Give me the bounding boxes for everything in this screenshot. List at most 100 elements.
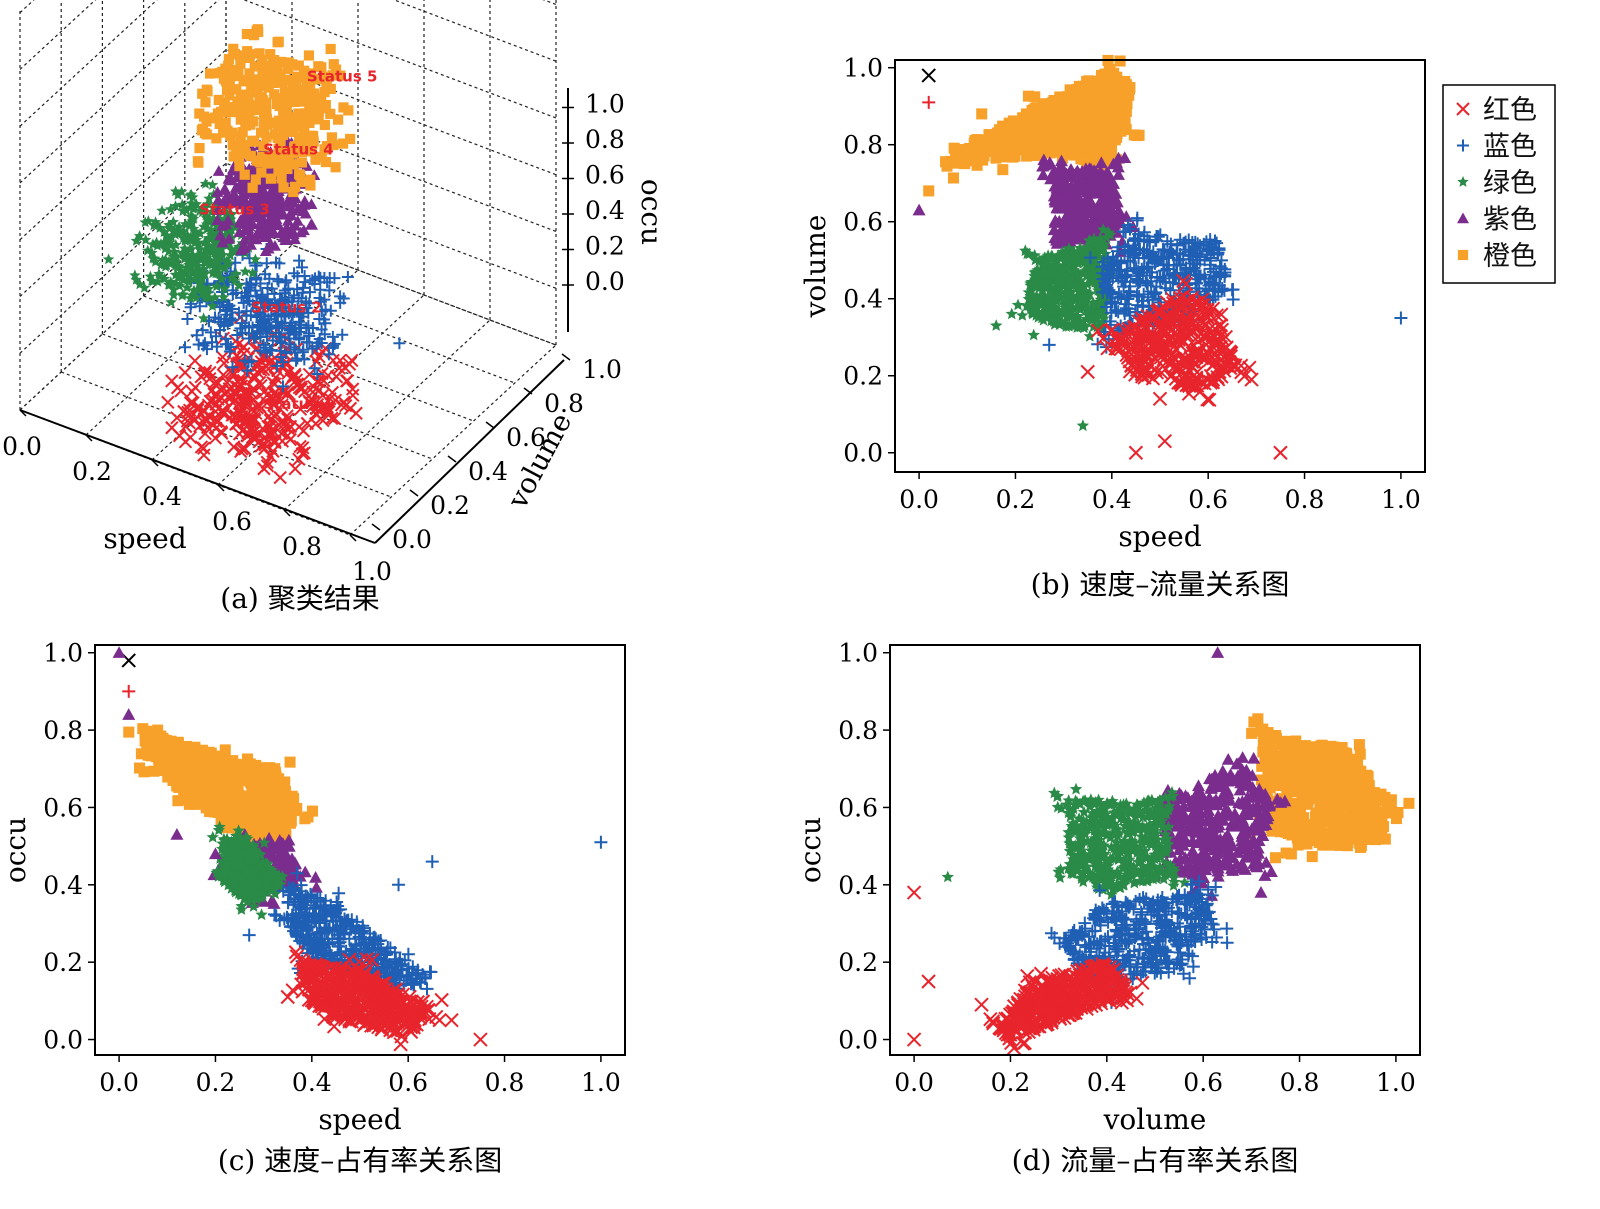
point-orange <box>256 762 267 773</box>
point-orange <box>1302 761 1313 772</box>
point-orange <box>283 812 294 823</box>
point-blue <box>332 887 345 900</box>
y-axis-label: volume <box>799 215 832 319</box>
point-orange <box>220 789 231 800</box>
point-orange <box>204 780 215 791</box>
point-orange <box>245 802 256 813</box>
panel-caption: (c) 速度–占有率关系图 <box>218 1144 502 1177</box>
outlier-point <box>122 708 135 720</box>
point-orange <box>1339 752 1350 763</box>
point-orange <box>207 794 218 805</box>
x-axis-label: speed <box>318 1103 401 1136</box>
point-orange <box>1065 84 1076 95</box>
point-orange <box>232 782 243 793</box>
point-orange <box>1356 807 1367 818</box>
y-tick-label: 0.2 <box>43 948 83 977</box>
point-orange <box>227 755 238 766</box>
point-orange <box>1077 101 1088 112</box>
point-orange <box>266 816 277 827</box>
outlier-point <box>990 319 1002 331</box>
point-orange <box>1054 145 1065 156</box>
point-orange <box>236 766 247 777</box>
point-orange <box>1076 82 1087 93</box>
y-tick-label: 0.0 <box>843 439 883 468</box>
point-orange <box>1099 80 1110 91</box>
point-orange <box>1031 113 1042 124</box>
y-tick-label: 1.0 <box>43 639 83 668</box>
point-orange <box>1290 771 1301 782</box>
point-orange <box>1296 833 1307 844</box>
point-orange <box>1326 768 1337 779</box>
point-orange <box>1070 148 1081 159</box>
point-orange <box>1248 716 1259 727</box>
outlier-point <box>122 685 135 698</box>
point-orange <box>177 742 188 753</box>
point-orange <box>1036 139 1047 150</box>
point-orange <box>1050 132 1061 143</box>
point-orange <box>1386 794 1397 805</box>
y-axis-label: occu <box>0 817 32 883</box>
point-orange <box>1355 749 1366 760</box>
outlier-point <box>426 855 439 868</box>
x-tick-label: 0.0 <box>899 485 939 514</box>
point-orange <box>171 780 182 791</box>
point-orange <box>1023 91 1034 102</box>
outlier-point <box>170 828 183 840</box>
point-orange <box>1335 780 1346 791</box>
point-orange <box>148 766 159 777</box>
point-orange <box>1345 775 1356 786</box>
point-orange <box>972 160 983 171</box>
outlier-point <box>474 1033 487 1046</box>
point-orange <box>1094 125 1105 136</box>
outlier-point <box>1274 446 1287 459</box>
point-green <box>1006 308 1018 320</box>
outlier-point <box>913 204 926 216</box>
point-orange <box>1297 744 1308 755</box>
x-tick-label: 0.8 <box>1285 485 1325 514</box>
y-tick-label: 0.0 <box>43 1026 83 1055</box>
outlier-point <box>445 1014 458 1027</box>
point-orange <box>283 798 294 809</box>
point-orange <box>170 768 181 779</box>
outlier-point <box>392 878 405 891</box>
point-orange <box>964 143 975 154</box>
panel-caption: (b) 速度–流量关系图 <box>1031 568 1290 601</box>
point-orange <box>1293 816 1304 827</box>
point-orange <box>136 748 147 759</box>
point-orange <box>1380 834 1391 845</box>
point-orange <box>1305 819 1316 830</box>
point-orange <box>1281 848 1292 859</box>
x-tick-label: 1.0 <box>581 1068 621 1097</box>
x-tick-label: 0.4 <box>1092 485 1132 514</box>
y-tick-label: 0.6 <box>843 208 883 237</box>
point-green <box>255 908 267 920</box>
point-orange <box>233 811 244 822</box>
point-red <box>328 1020 341 1033</box>
point-orange <box>218 769 229 780</box>
point-orange <box>159 754 170 765</box>
point-orange <box>1086 80 1097 91</box>
point-orange <box>140 733 151 744</box>
point-orange <box>1403 798 1414 809</box>
point-orange <box>1269 732 1280 743</box>
outlier-point <box>243 929 256 942</box>
point-orange <box>176 755 187 766</box>
point-orange <box>255 802 266 813</box>
outlier-point <box>152 725 163 736</box>
x-tick-label: 0.6 <box>388 1068 428 1097</box>
x-tick-label: 0.6 <box>1188 485 1228 514</box>
point-orange <box>1057 95 1068 106</box>
x-axis-label: speed <box>1118 520 1201 553</box>
outlier-point <box>113 646 126 658</box>
point-orange <box>1345 787 1356 798</box>
point-orange <box>299 813 310 824</box>
y-tick-label: 1.0 <box>843 54 883 83</box>
outlier-point <box>1154 392 1167 405</box>
point-red <box>1201 393 1214 406</box>
point-orange <box>1297 793 1308 804</box>
point-orange <box>207 763 218 774</box>
point-orange <box>1134 130 1145 141</box>
point-orange <box>1358 780 1369 791</box>
point-red <box>286 984 299 997</box>
